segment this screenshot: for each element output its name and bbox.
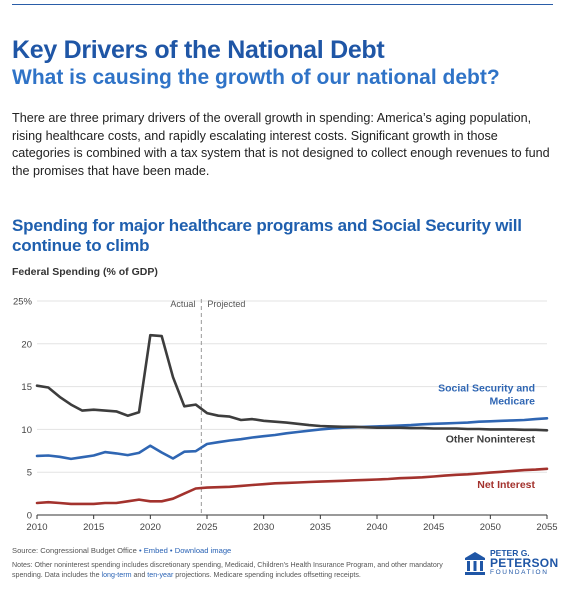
series-line-other-noninterest <box>35 333 549 432</box>
chart-heading: Spending for major healthcare programs a… <box>12 216 522 255</box>
logo-line-3: FOUNDATION <box>490 569 549 576</box>
x-tick-label: 2010 <box>26 522 47 533</box>
projected-label: Projected <box>207 299 245 309</box>
long-term-link[interactable]: long-term <box>101 570 132 579</box>
page-title: Key Drivers of the National Debt <box>12 36 385 64</box>
logo-wordmark: PETER G. PETERSON FOUNDATION <box>490 548 559 578</box>
source-line: Source: Congressional Budget Office • Em… <box>12 546 231 555</box>
y-tick-label: 15 <box>21 382 32 393</box>
x-tick-label: 2045 <box>423 522 444 533</box>
logo-line-2: PETERSON <box>490 555 559 570</box>
embed-link[interactable]: Embed <box>143 546 168 555</box>
series-line-social-security-and-medicare <box>35 417 549 461</box>
x-tick-label: 2055 <box>536 522 557 533</box>
y-tick-label: 10 <box>21 425 32 436</box>
x-tick-label: 2020 <box>140 522 161 533</box>
series-label-other-noninterest: Other Noninterest <box>446 433 536 445</box>
top-rule <box>12 4 553 5</box>
intro-paragraph: There are three primary drivers of the o… <box>12 111 550 178</box>
series-label-social-security-and-medicare: Medicare <box>489 395 535 407</box>
y-tick-label: 5 <box>27 468 32 479</box>
notes-text-1: Notes: Other noninterest spending includ… <box>12 561 443 579</box>
actual-label: Actual <box>170 299 195 309</box>
x-tick-label: 2015 <box>83 522 104 533</box>
x-tick-label: 2030 <box>253 522 274 533</box>
source-text: Source: Congressional Budget Office <box>12 546 137 555</box>
foundation-emblem-icon <box>465 552 485 575</box>
series-label-net-interest: Net Interest <box>477 479 535 491</box>
y-axis-title: Federal Spending (% of GDP) <box>12 266 158 278</box>
peterson-foundation-logo[interactable]: PETER G. PETERSON FOUNDATION <box>464 548 564 579</box>
notes-text-3: projections. Medicare spending includes … <box>173 570 361 579</box>
x-tick-label: 2025 <box>196 522 217 533</box>
series-label-social-security-and-medicare: Social Security and <box>438 382 535 394</box>
x-tick-label: 2050 <box>480 522 501 533</box>
y-tick-label: 20 <box>21 339 32 350</box>
x-tick-label: 2040 <box>366 522 387 533</box>
notes-text-2: and <box>131 570 148 579</box>
download-image-link[interactable]: Download image <box>174 546 232 555</box>
logo-line-1: PETER G. <box>490 548 530 558</box>
ten-year-link[interactable]: ten-year <box>147 570 174 579</box>
y-tick-label: 0 <box>27 511 32 522</box>
series-line-net-interest <box>35 467 549 506</box>
source-separator-2: • <box>169 546 173 555</box>
x-tick-label: 2035 <box>310 522 331 533</box>
page-subtitle: What is causing the growth of our nation… <box>12 66 500 89</box>
chart-notes: Notes: Other noninterest spending includ… <box>12 561 452 580</box>
source-separator: • <box>138 546 142 555</box>
y-tick-label: 25% <box>13 297 33 308</box>
